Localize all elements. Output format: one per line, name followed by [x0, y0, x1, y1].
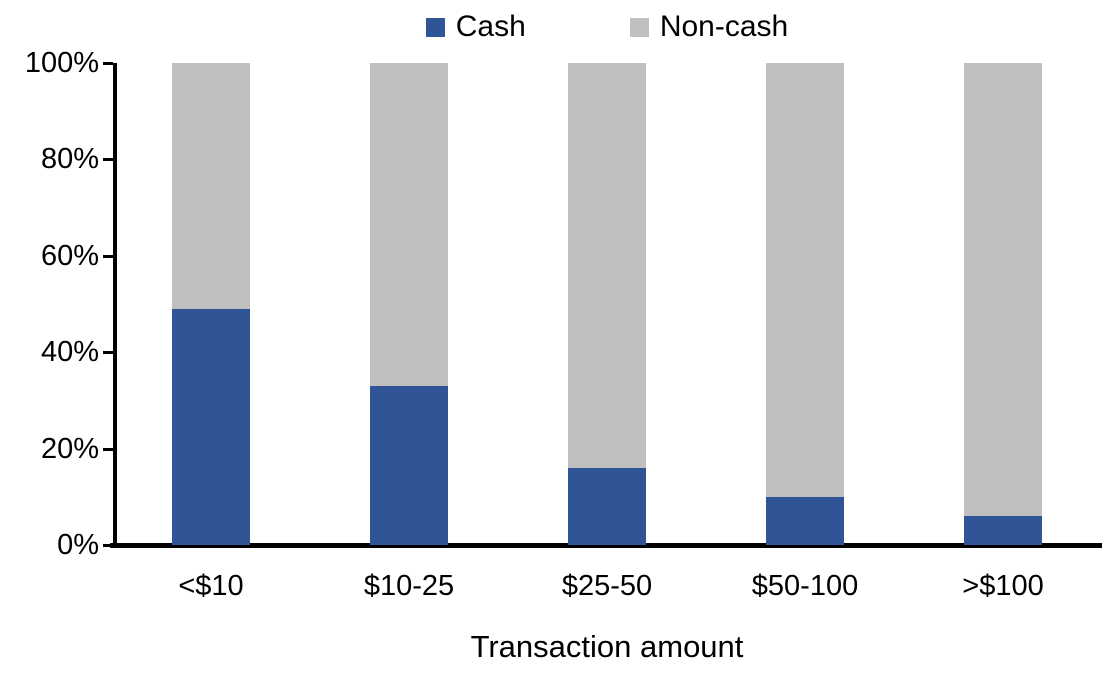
y-tick-label: 40% [40, 336, 99, 369]
legend: Cash Non-cash [112, 12, 1102, 42]
bar-segment-cash [964, 516, 1042, 545]
non-cash-swatch-icon [629, 17, 649, 37]
x-tick-label: $25-50 [561, 570, 653, 602]
legend-label-cash: Cash [455, 10, 526, 43]
y-axis-tick [103, 254, 113, 258]
bar-segment-non-cash [370, 63, 448, 386]
x-tick-label: >$100 [962, 570, 1044, 602]
x-tick-label: <$10 [178, 570, 244, 602]
y-axis-tick [103, 351, 113, 355]
bar-segment-non-cash [766, 63, 844, 497]
bar-segment-cash [370, 385, 448, 545]
y-tick-label: 100% [24, 47, 99, 79]
bar-segment-cash [568, 467, 646, 545]
x-tick-label: $50-100 [751, 570, 859, 602]
y-tick-label: 0% [57, 529, 99, 561]
y-axis-tick [103, 158, 113, 162]
bar-segment-cash [172, 308, 250, 545]
y-tick-label: 20% [40, 432, 99, 465]
x-tick-label: $10-25 [363, 570, 455, 602]
y-axis-tick [103, 544, 113, 547]
y-axis-line [113, 63, 117, 546]
y-tick-label: 60% [40, 239, 99, 272]
y-axis-tick [103, 62, 113, 65]
bar-segment-non-cash [172, 63, 250, 309]
legend-item-cash: Cash [425, 10, 526, 43]
x-axis-title: Transaction amount [470, 629, 744, 664]
cash-swatch-icon [425, 17, 445, 37]
legend-item-non-cash: Non-cash [629, 10, 789, 43]
x-axis-line [110, 543, 1102, 548]
bar-segment-non-cash [568, 63, 646, 468]
y-axis-tick [103, 447, 113, 451]
bar-segment-cash [766, 496, 844, 545]
y-tick-label: 80% [40, 143, 99, 176]
bar-segment-non-cash [964, 63, 1042, 517]
legend-label-non-cash: Non-cash [659, 10, 789, 43]
